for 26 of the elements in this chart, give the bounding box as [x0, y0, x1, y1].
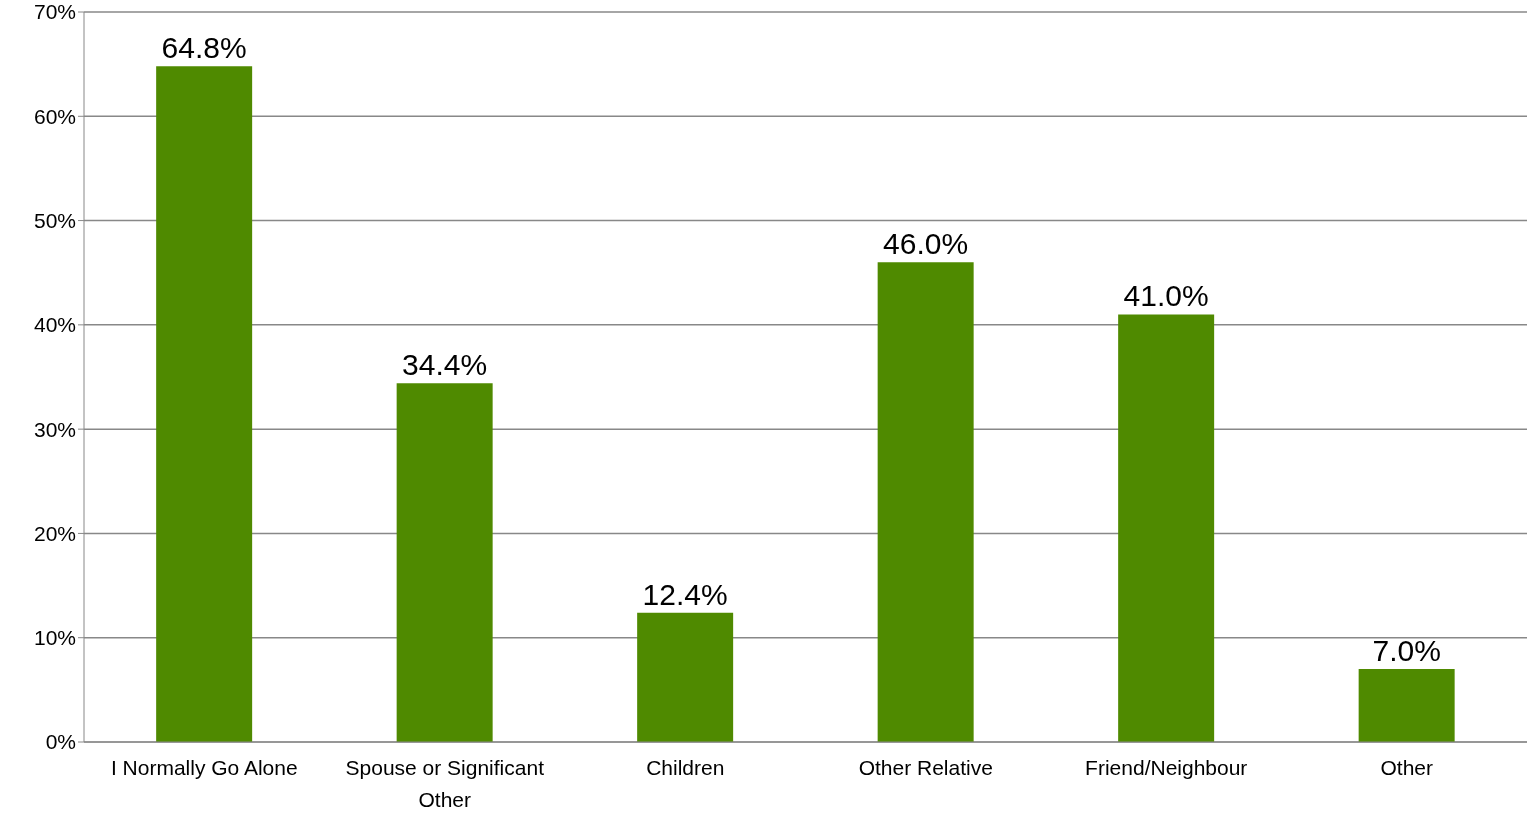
x-tick-label: Friend/Neighbour: [1085, 755, 1248, 779]
x-tick-label: Spouse or Significant Other: [345, 755, 545, 812]
x-tick-label: Other: [1380, 755, 1434, 779]
y-tick-label: 70%: [33, 0, 76, 24]
data-label: 46.0%: [883, 227, 969, 261]
y-tick-label: 60%: [33, 104, 76, 128]
y-tick-label: 0%: [45, 730, 76, 754]
x-tick-label: Children: [646, 755, 725, 779]
y-tick-label: 40%: [33, 313, 76, 337]
data-label: 64.8%: [161, 31, 247, 65]
y-tick-label: 20%: [33, 521, 76, 545]
bar: [877, 262, 974, 742]
x-tick-label: Other Relative: [858, 755, 993, 779]
bar: [1358, 669, 1455, 742]
data-label: 41.0%: [1123, 279, 1209, 313]
x-tick-label: I Normally Go Alone: [110, 755, 298, 779]
data-label: 34.4%: [402, 348, 488, 382]
data-label: 12.4%: [642, 577, 728, 611]
y-tick-label: 30%: [33, 417, 76, 441]
data-label: 7.0%: [1372, 634, 1441, 667]
bar: [1118, 314, 1215, 742]
bar: [156, 66, 253, 742]
y-tick-label: 50%: [33, 209, 76, 233]
y-tick-label: 10%: [33, 626, 76, 650]
bar: [396, 383, 493, 742]
bar: [637, 612, 734, 742]
